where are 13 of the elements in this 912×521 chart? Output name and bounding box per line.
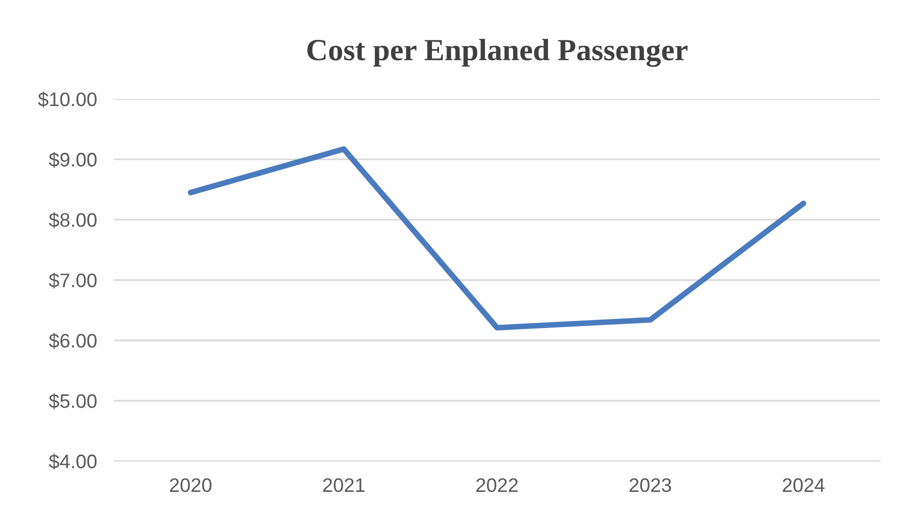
y-tick-label: $8.00	[48, 212, 97, 228]
y-tick-label: $10.00	[38, 92, 97, 108]
y-tick-label: $9.00	[48, 152, 97, 168]
x-tick-label: 2020	[170, 478, 212, 492]
y-tick-label: $5.00	[48, 393, 97, 410]
y-tick-label: $4.00	[48, 454, 97, 470]
chart-title: Cost per Enplaned Passenger	[307, 38, 688, 67]
y-tick-label: $6.00	[48, 333, 97, 349]
x-tick-label: 2023	[630, 478, 672, 492]
x-tick-label: 2024	[782, 478, 825, 492]
x-tick-label: 2021	[323, 478, 365, 492]
y-tick-label: $7.00	[48, 272, 97, 288]
x-tick-label: 2022	[476, 478, 518, 492]
